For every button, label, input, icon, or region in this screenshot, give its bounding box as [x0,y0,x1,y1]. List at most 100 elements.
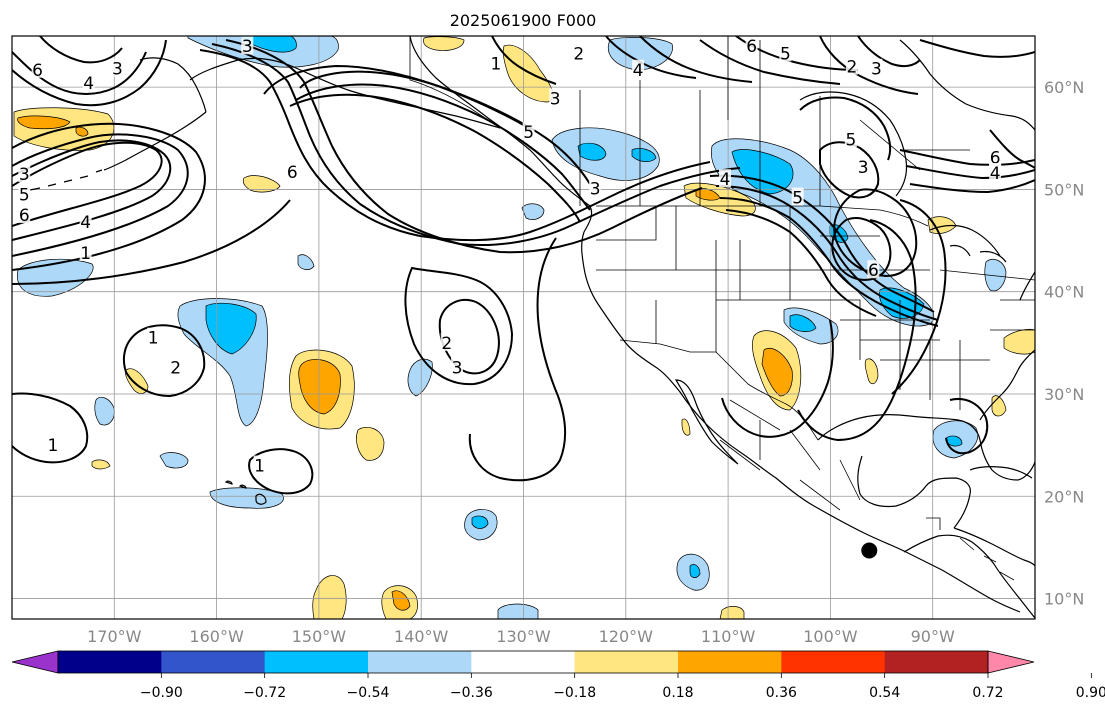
contour-label-background [241,36,254,55]
fill-negative-region [608,37,673,71]
contour-line [12,139,172,241]
contour-label: 4 [80,213,91,233]
contour-label: 5 [845,130,856,150]
fill-negative-core [731,149,794,195]
contour-label: 6 [32,61,43,81]
coastline-central-america-north [953,527,1035,567]
coastline-alaska-west [139,57,207,113]
contour-line [39,36,123,64]
fill-negative-region [94,396,115,426]
contour-line [725,209,877,317]
contour-label: 4 [633,61,644,81]
longitude-tick-label: 110°W [701,627,756,646]
contour-label-background [857,156,870,175]
fill-negative-region [984,258,1007,292]
contour-label: 3 [871,60,882,80]
colorbar-segment [574,651,679,673]
contour-label-background [779,43,792,62]
contour-line [899,149,1035,166]
contour-label: 4 [720,170,731,190]
contour-label: 3 [550,89,561,109]
colorbar-segment [884,651,989,673]
latitude-tick-label: 30°N [1044,385,1084,404]
fill-positive-region [242,175,281,193]
border-alaska-canada [409,36,501,129]
contour-label: 2 [573,44,584,64]
contour-label: 1 [80,244,91,264]
contour-label-background [18,204,31,223]
longitude-tick-label: 90°W [911,627,955,646]
fill-negative-core [631,148,657,162]
contour-line [468,237,567,482]
coastline-great-lakes [929,224,1007,263]
coastline-gulf-of-mexico [817,414,1035,481]
colorbar-tick-label: −0.54 [347,685,390,701]
latitude-tick-label: 60°N [1044,78,1084,97]
contour-label: 3 [858,158,869,178]
coastline-baja-california [674,379,739,465]
colorbar-tick-label: −0.90 [140,685,183,701]
map-frame [11,35,1036,620]
contour-line [289,93,581,223]
colorbar-segment [471,651,576,673]
fill-positive-region [312,575,347,619]
contour-line [909,179,1035,194]
contour-line [12,39,167,107]
fill-positive-region [681,418,691,436]
colorbar-segment [264,651,369,673]
coastline-labrador [899,39,1035,131]
contour-line [797,219,917,442]
contour-label-background [844,129,857,148]
contour-label: 3 [452,358,463,378]
fill-negative-region [497,603,539,619]
latitude-tick-label: 20°N [1044,487,1084,506]
contour-line [211,43,741,247]
coastline-florida [979,349,1035,421]
colorbar-tick-label: 0.18 [662,685,693,701]
contour-line [721,319,834,438]
fill-positive-region [91,459,111,470]
contour-label-background [79,212,92,231]
fill-positive-region [356,427,385,461]
contour-label: 5 [780,44,791,64]
contour-label: 6 [746,37,757,57]
contour-label: 1 [48,436,59,456]
contour-line [295,83,591,211]
colorbar-frame [57,650,989,674]
coastline-alaska-peninsula [103,111,207,171]
figure-title: 2025061900 F000 [450,11,597,30]
coastline-west-north-america [409,36,1021,613]
longitude-tick-label: 170°W [87,627,142,646]
contour-label: 6 [868,261,879,281]
contour-label-background [253,455,266,474]
contour-label: 5 [792,189,803,209]
contour-label: 3 [242,37,253,57]
location-marker [861,542,878,559]
fill-positive-core [391,590,411,611]
contour-lines [12,36,1035,495]
contour-label-background [989,147,1002,166]
fill-negative-core [789,314,817,332]
colorbar-tick-label: −0.36 [450,685,493,701]
contour-line [989,129,1035,169]
contour-line [709,174,935,313]
coastline-us-east [1019,271,1035,301]
border-mexico-states [719,399,861,511]
colorbar-segment [368,651,472,673]
contour-label: 5 [19,186,30,206]
contour-label: 5 [523,123,534,143]
longitude-tick-label: 130°W [496,627,551,646]
coastline-hudson-bay [799,91,908,197]
contour-line [491,36,557,85]
colorbar: −0.90 −0.72 −0.54 −0.36 −0.18 0.18 0.36 0.54 0.7… [11,650,1105,701]
contour-line [225,39,703,254]
contour-label-background [870,58,883,77]
contour-line [891,199,947,395]
fill-negative-region [17,258,94,297]
contour-label: 1 [490,55,501,75]
contour-label-background [632,59,645,78]
contour-label-background [82,73,95,92]
coastline-cuba [969,466,1033,479]
